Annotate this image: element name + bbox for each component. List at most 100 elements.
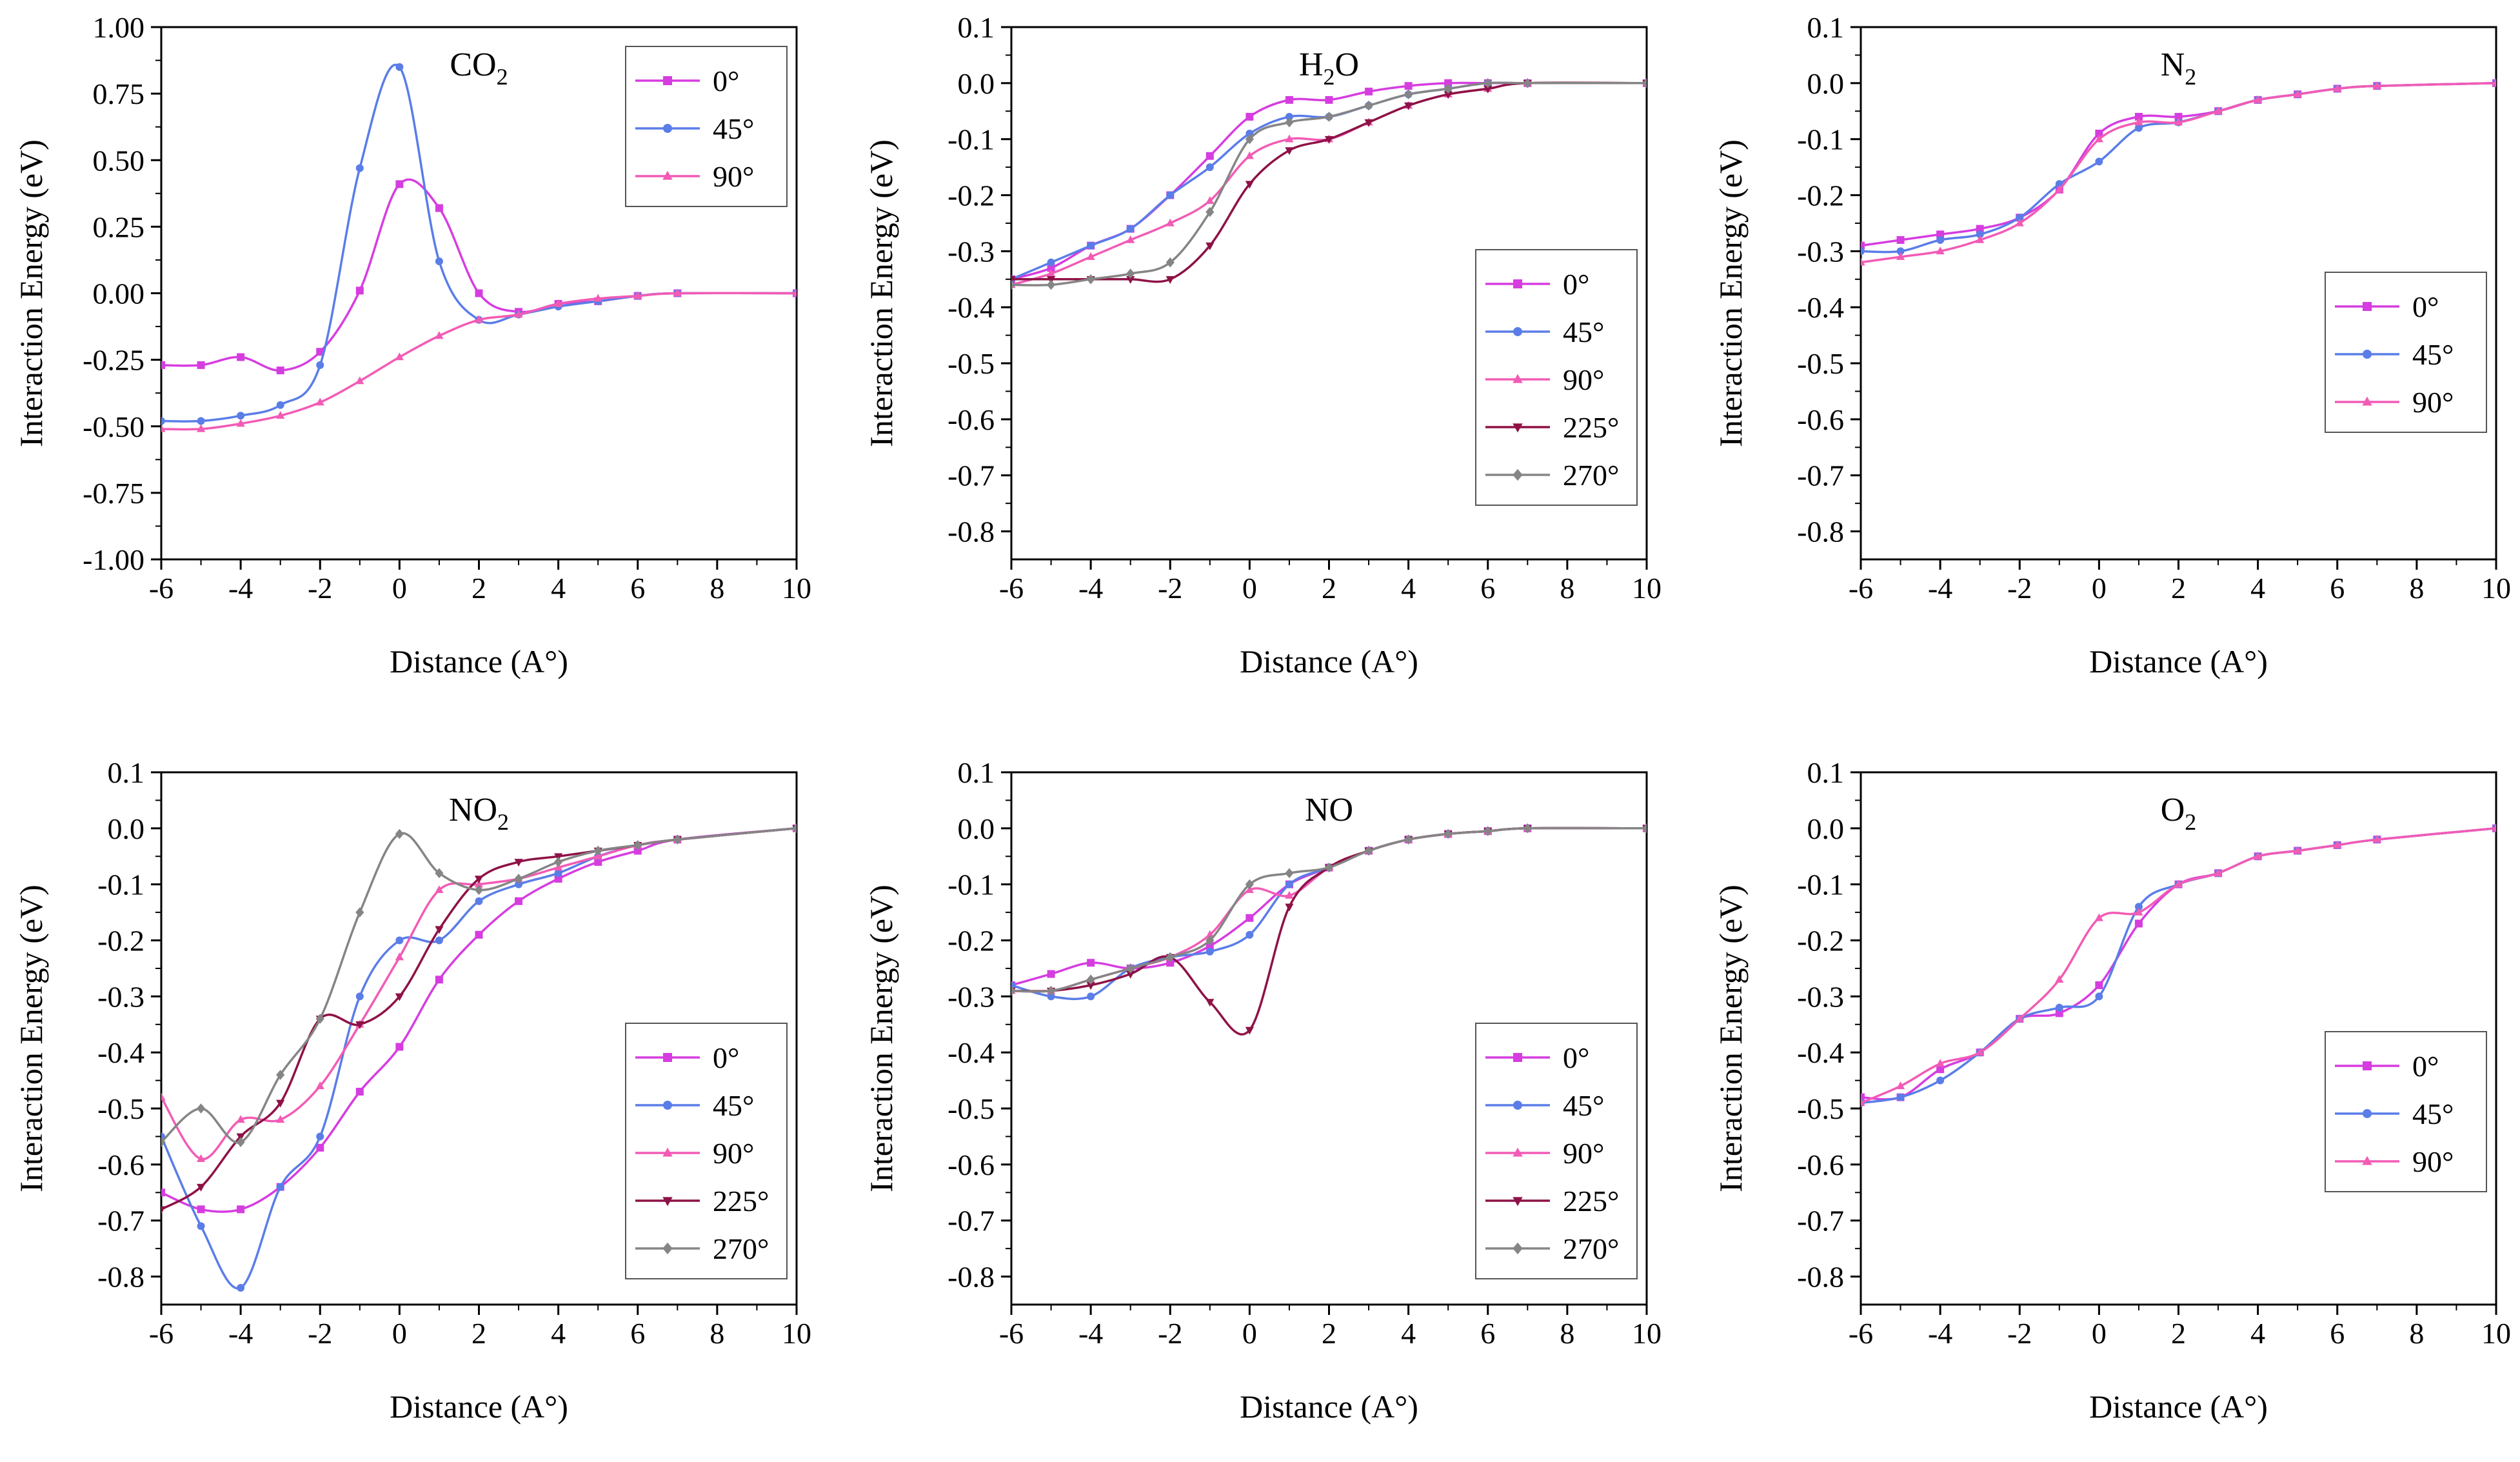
- data-point: [316, 1132, 324, 1141]
- y-tick-label: 0.1: [1807, 756, 1845, 789]
- legend-label: 90°: [713, 160, 754, 193]
- y-tick-label: -0.8: [947, 1261, 995, 1294]
- legend-label: 90°: [1563, 363, 1604, 396]
- data-point: [1483, 78, 1493, 88]
- y-tick-label: 0.0: [958, 67, 995, 100]
- data-point: [1444, 828, 1453, 839]
- legend-item: 90°: [2335, 386, 2454, 419]
- data-point: [1245, 1026, 1254, 1035]
- data-point: [633, 846, 642, 855]
- data-point: [276, 1099, 285, 1108]
- legend-item: 0°: [2335, 290, 2439, 323]
- data-point: [1011, 275, 1016, 284]
- panel-title-tail: O: [1335, 46, 1360, 83]
- legend-marker: [1513, 327, 1522, 336]
- legend-item: 90°: [1485, 363, 1604, 396]
- data-point: [1166, 959, 1175, 967]
- data-point: [355, 992, 364, 1001]
- y-tick-label: 0.0: [108, 812, 145, 845]
- legend: 0° 45° 90°: [625, 46, 788, 207]
- y-tick-label: -0.3: [1797, 980, 1844, 1013]
- data-point: [395, 936, 404, 945]
- data-point: [1936, 1065, 1945, 1074]
- y-tick-label: 0.50: [93, 144, 145, 177]
- x-tick-label: -4: [228, 572, 253, 605]
- y-axis-title: Interaction Energy (eV): [863, 885, 899, 1192]
- legend-marker: [2363, 302, 2372, 311]
- data-point: [236, 1115, 245, 1123]
- data-point: [1205, 947, 1214, 956]
- data-point: [1324, 135, 1334, 144]
- series-group: [1011, 78, 1647, 290]
- x-tick-label: 6: [2330, 572, 2345, 605]
- x-tick-label: 2: [1322, 1317, 1336, 1350]
- legend-marker: [2363, 1109, 2372, 1118]
- legend-marker: [1513, 1147, 1523, 1157]
- data-point: [1205, 999, 1215, 1007]
- data-point: [514, 310, 523, 318]
- x-tick-label: -6: [1849, 572, 1873, 605]
- legend-label: 225°: [1563, 411, 1619, 444]
- data-point: [276, 1070, 285, 1080]
- legend-item: 0°: [1485, 1041, 1589, 1074]
- legend-marker: [1513, 1101, 1522, 1110]
- data-point: [196, 1103, 206, 1114]
- data-point: [197, 417, 205, 425]
- x-tick-label: -2: [308, 1317, 332, 1350]
- series-group: [161, 823, 797, 1292]
- series-line: [1011, 826, 1647, 1036]
- legend-marker: [2362, 1156, 2372, 1165]
- legend-marker: [662, 1147, 673, 1157]
- data-point: [515, 897, 523, 905]
- legend-marker: [663, 124, 672, 133]
- data-point: [355, 1021, 364, 1029]
- panel-title-main: CO: [450, 46, 496, 83]
- y-tick-label: -0.7: [97, 1205, 144, 1237]
- panel-title: O2: [2161, 792, 2197, 835]
- legend-item: 0°: [635, 65, 739, 97]
- data-point: [1324, 112, 1334, 122]
- x-tick-label: 8: [709, 572, 724, 605]
- series-line: [1011, 826, 1647, 993]
- data-point: [1046, 268, 1056, 277]
- legend: 0° 45° 90° 225° 270°: [1475, 1023, 1638, 1279]
- series-group: [1861, 78, 2496, 266]
- series-0deg: [161, 178, 797, 375]
- panel-title-subscript: 2: [2185, 64, 2196, 90]
- data-point: [1086, 252, 1095, 260]
- legend-label: 45°: [713, 112, 754, 145]
- series-0deg: [1011, 824, 1647, 989]
- y-tick-label: -0.7: [1797, 1205, 1844, 1237]
- y-tick-label: -0.5: [947, 347, 995, 380]
- data-point: [316, 361, 324, 369]
- data-point: [276, 366, 284, 375]
- data-point: [2055, 1003, 2063, 1012]
- legend-item: 0°: [635, 1041, 739, 1074]
- legend-box: [625, 1023, 788, 1279]
- series-line: [1011, 826, 1647, 993]
- legend-item: 45°: [635, 1089, 754, 1122]
- legend-marker: [663, 1101, 672, 1110]
- legend-marker: [2362, 396, 2372, 406]
- legend-item: 0°: [2335, 1050, 2439, 1083]
- y-tick-label: -0.8: [1797, 1261, 1844, 1294]
- data-point: [1285, 117, 1294, 128]
- data-point: [594, 857, 602, 866]
- panel-n2: -6 -4 -2 0 2 4 6 8 10 0.1 0.0 -0.1 -0.2 -0.3 -0.4 -0.5 -…: [1712, 11, 2511, 679]
- legend-item: 90°: [635, 1137, 754, 1170]
- panel-no2: -6 -4 -2 0 2 4 6 8 10 0.1 0.0 -0.1 -0.2 -0.3 -0.4 -0.5 -…: [13, 756, 811, 1425]
- data-point: [1483, 826, 1493, 836]
- data-point: [554, 869, 562, 877]
- series-90deg: [1011, 823, 1647, 994]
- legend-item: 225°: [635, 1185, 769, 1217]
- data-point: [276, 401, 284, 409]
- data-point: [1936, 246, 1945, 255]
- legend-label: 0°: [1563, 268, 1589, 301]
- data-point: [1166, 275, 1175, 284]
- data-point: [1404, 834, 1413, 845]
- data-point: [1126, 970, 1135, 979]
- y-tick-label: -0.1: [947, 868, 995, 901]
- data-point: [2055, 975, 2064, 983]
- y-tick-label: 0.1: [958, 756, 995, 789]
